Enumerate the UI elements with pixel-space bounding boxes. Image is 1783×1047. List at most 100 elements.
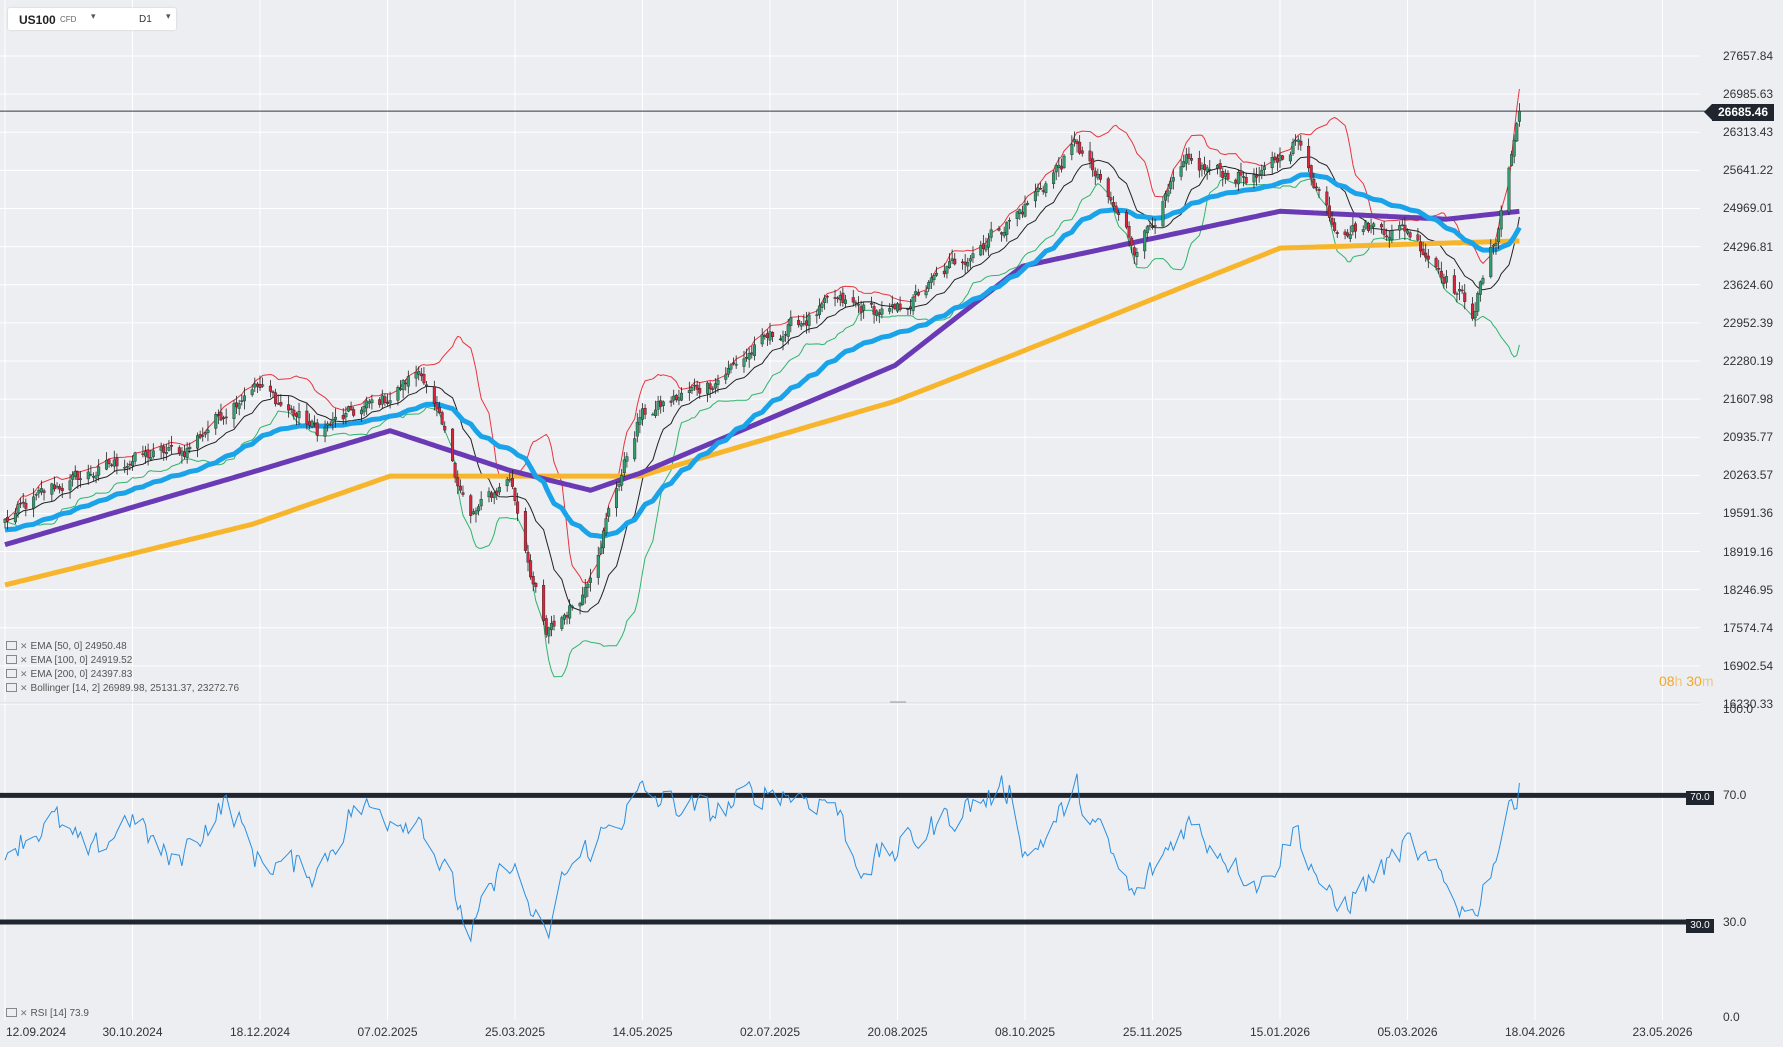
candle-body	[929, 277, 933, 283]
candle-body	[71, 474, 75, 480]
close-icon[interactable]: ✕	[20, 669, 28, 679]
legend-bollinger[interactable]: ✕ Bollinger [14, 2] 26989.98, 25131.37, 2…	[6, 683, 239, 694]
candle	[1143, 229, 1147, 259]
candle-body	[927, 282, 931, 290]
candle-body	[370, 399, 374, 404]
ema50-line	[4, 172, 1522, 539]
legend-ema50[interactable]: ✕ EMA [50, 0] 24950.48	[6, 641, 127, 652]
candle-body	[932, 275, 936, 281]
candle-body	[968, 258, 972, 262]
candle-body	[771, 331, 775, 337]
legend-ema100[interactable]: ✕ EMA [100, 0] 24919.52	[6, 655, 132, 666]
candle-body	[1317, 188, 1321, 191]
candle	[562, 613, 566, 625]
symbol-selector[interactable]: US100 CFD ▾ D1 ▾	[8, 8, 176, 30]
candle-body	[1512, 140, 1516, 157]
legend-rsi[interactable]: ✕ RSI [14] 73.9	[6, 1008, 89, 1019]
candle-body	[1132, 247, 1136, 256]
candle	[297, 402, 301, 426]
candle	[1117, 209, 1121, 221]
candle-body	[1327, 205, 1331, 218]
candle	[935, 266, 939, 277]
candle-body	[458, 485, 462, 491]
candle-body	[987, 238, 991, 248]
candle	[1262, 161, 1266, 176]
close-icon[interactable]: ✕	[20, 1008, 28, 1018]
settings-icon[interactable]	[6, 641, 17, 650]
candle-body	[1039, 188, 1043, 190]
symbol-dropdown-icon[interactable]: ▾	[91, 11, 96, 21]
candle	[201, 427, 205, 442]
candle	[1145, 224, 1149, 239]
candle-body	[716, 379, 720, 385]
candle-body	[581, 594, 585, 605]
candle-body	[604, 518, 608, 534]
candle	[1007, 217, 1011, 230]
timeframe-label[interactable]: D1	[139, 14, 152, 25]
candle-body	[971, 253, 975, 259]
candle	[565, 611, 569, 625]
candle-body	[271, 391, 275, 393]
candle	[929, 272, 933, 290]
candle-body	[633, 438, 637, 460]
candle	[1062, 154, 1066, 169]
candle	[219, 403, 223, 421]
candle-body	[39, 488, 43, 493]
candle	[781, 330, 785, 351]
candle-body	[406, 376, 410, 387]
candle-body	[1023, 204, 1027, 217]
close-icon[interactable]: ✕	[20, 683, 28, 693]
candle	[1379, 222, 1383, 234]
candle-body	[1054, 165, 1058, 173]
candle	[875, 309, 879, 322]
date-axis-label: 08.10.2025	[994, 1025, 1056, 1039]
candle-body	[1288, 154, 1292, 162]
timeframe-dropdown-icon[interactable]: ▾	[166, 11, 171, 21]
candle-body	[42, 490, 46, 493]
settings-icon[interactable]	[6, 683, 17, 692]
candle-body	[307, 421, 311, 426]
candle	[1288, 151, 1292, 165]
candle-body	[344, 413, 348, 418]
candle	[279, 394, 283, 408]
candle	[534, 582, 538, 593]
candle-body	[909, 306, 913, 309]
close-icon[interactable]: ✕	[20, 641, 28, 651]
legend-ema200[interactable]: ✕ EMA [200, 0] 24397.83	[6, 669, 132, 680]
settings-icon[interactable]	[6, 655, 17, 664]
candle-body	[1382, 228, 1386, 235]
candle-body	[872, 306, 876, 315]
candle-body	[1255, 175, 1259, 178]
settings-icon[interactable]	[6, 669, 17, 678]
candle-body	[877, 312, 881, 315]
candle-body	[1096, 173, 1100, 179]
candle-body	[804, 320, 808, 326]
candle-body	[68, 480, 72, 491]
candle	[76, 470, 80, 489]
candle-body	[305, 410, 309, 425]
candle	[1252, 168, 1256, 189]
candle	[966, 257, 970, 272]
close-icon[interactable]: ✕	[20, 655, 28, 665]
candle-body	[144, 451, 148, 457]
settings-icon[interactable]	[6, 1008, 17, 1017]
candle-body	[3, 518, 7, 523]
candle	[1127, 221, 1131, 247]
candle	[510, 470, 514, 490]
candle-body	[661, 401, 665, 406]
candle-body	[367, 401, 371, 404]
candle-body	[1497, 228, 1501, 243]
candle	[893, 302, 897, 311]
countdown-hours-unit: h	[1674, 673, 1683, 689]
candle	[1385, 228, 1389, 241]
candle	[625, 452, 629, 468]
candle	[1481, 275, 1485, 286]
candle-body	[914, 291, 918, 295]
candle	[1343, 229, 1347, 240]
candle-body	[1148, 225, 1152, 227]
candle-body	[1491, 244, 1495, 247]
candle	[763, 333, 767, 340]
candle-body	[255, 383, 259, 387]
candle	[58, 483, 62, 494]
